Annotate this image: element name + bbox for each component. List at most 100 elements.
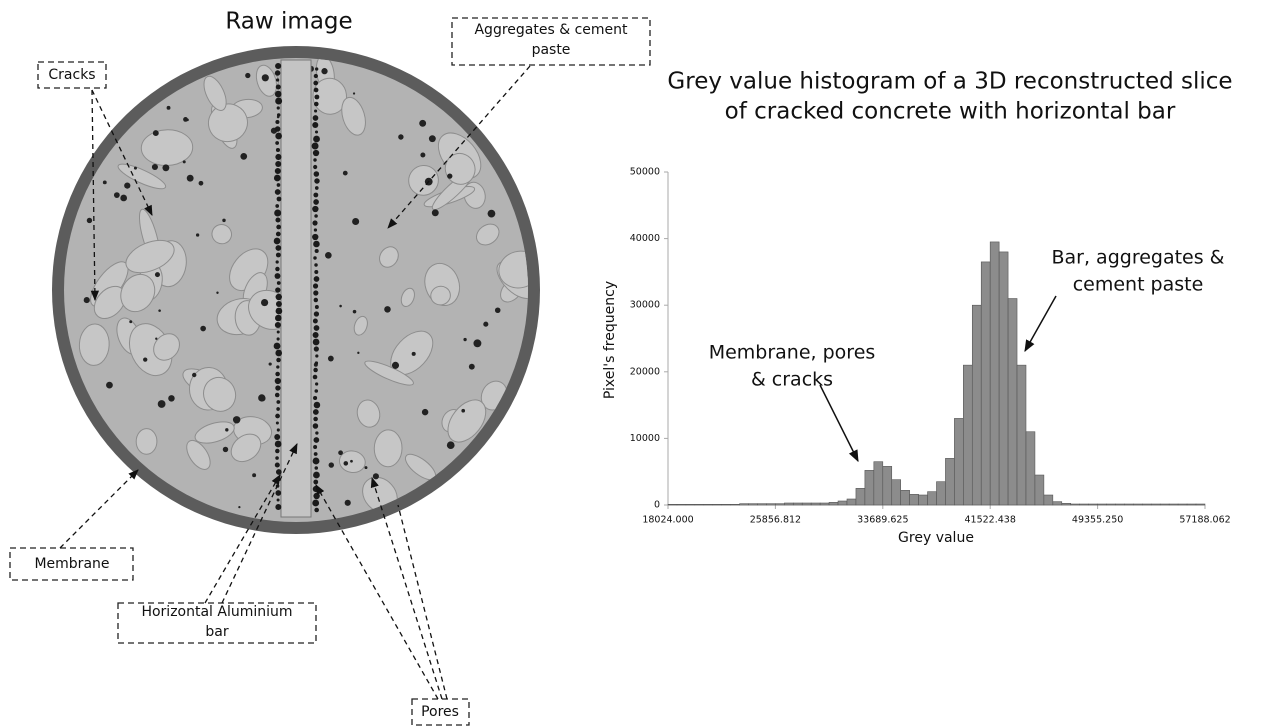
label-box <box>117 602 317 644</box>
pore <box>240 152 248 160</box>
pore <box>274 90 282 98</box>
pore <box>461 408 466 413</box>
aggregate <box>444 152 476 185</box>
x-tick-label: 41522.438 <box>965 515 1016 526</box>
x-tick-label: 25856.812 <box>750 515 801 526</box>
aggregate <box>153 333 180 361</box>
pore <box>431 209 439 217</box>
bar <box>936 481 946 506</box>
pore <box>447 173 453 179</box>
bar <box>685 504 696 506</box>
aggregate <box>498 250 528 289</box>
pore <box>343 461 349 466</box>
chart-annotation: cement paste <box>1073 274 1204 296</box>
bar <box>721 504 731 506</box>
pore <box>372 473 379 480</box>
pore <box>314 466 319 470</box>
pore <box>313 276 320 282</box>
aggregate <box>78 323 110 366</box>
pore <box>274 209 282 217</box>
bar <box>1079 503 1089 506</box>
chart-annotation: Bar, aggregates & <box>1051 247 1224 269</box>
pore <box>195 233 200 237</box>
pore <box>314 248 319 254</box>
pore <box>86 217 93 224</box>
pore <box>276 498 280 502</box>
aggregate <box>353 315 368 336</box>
pore <box>275 97 283 105</box>
pore <box>166 105 171 110</box>
pore <box>313 346 319 352</box>
bar <box>1142 503 1152 506</box>
pore <box>275 421 279 425</box>
pore <box>313 164 318 170</box>
pore <box>275 161 282 167</box>
arrow <box>819 384 859 463</box>
pore <box>420 152 426 158</box>
pore <box>314 214 318 218</box>
bar <box>792 502 803 506</box>
pore <box>313 240 320 248</box>
pore <box>275 266 280 272</box>
pore <box>275 293 282 301</box>
pore <box>186 174 194 182</box>
pore <box>494 307 501 314</box>
pore <box>222 446 229 453</box>
image-label: Membrane <box>34 556 109 572</box>
pore <box>384 306 391 313</box>
image-label: Aggregates & cement <box>474 22 628 38</box>
pore <box>325 252 332 259</box>
pore <box>275 385 281 391</box>
image-label: Cracks <box>48 67 95 83</box>
pore <box>312 338 320 346</box>
bar <box>1061 503 1072 506</box>
pore <box>275 141 280 145</box>
x-tick-label: 57188.062 <box>1179 515 1230 526</box>
pore <box>313 437 320 443</box>
bar <box>712 504 722 506</box>
pore <box>275 245 282 251</box>
bar <box>1070 503 1080 506</box>
pore <box>120 194 128 202</box>
pore <box>183 117 188 122</box>
pore <box>274 126 281 132</box>
aggregate <box>117 163 167 190</box>
pore <box>313 367 318 373</box>
pore <box>275 84 281 90</box>
pore <box>274 273 281 279</box>
pore <box>158 309 161 312</box>
pore <box>276 281 281 285</box>
pore <box>273 342 281 350</box>
chart-title: of cracked concrete with horizontal bar <box>725 99 1176 125</box>
arrow <box>370 477 443 700</box>
arrow <box>204 474 281 604</box>
pore <box>274 440 282 448</box>
pore <box>328 462 334 468</box>
bar <box>757 503 767 506</box>
pore <box>275 217 281 223</box>
pore <box>222 218 226 223</box>
pore <box>315 67 319 71</box>
pore <box>313 452 318 456</box>
bar <box>1016 364 1027 506</box>
pore <box>312 423 319 429</box>
image-label: Horizontal Aluminium <box>141 604 292 620</box>
pore <box>314 109 318 113</box>
pore <box>313 395 318 401</box>
pore <box>275 349 283 357</box>
pore <box>113 192 120 198</box>
pore <box>313 479 319 485</box>
bar <box>748 503 758 506</box>
pore <box>312 318 318 324</box>
pore <box>274 167 281 175</box>
pore <box>487 209 496 218</box>
pore <box>274 462 280 468</box>
bar <box>730 504 740 506</box>
pore <box>314 507 319 513</box>
bar <box>945 458 955 506</box>
pore <box>313 416 318 422</box>
pore <box>311 142 319 150</box>
pore <box>314 305 319 309</box>
label-box <box>9 547 134 581</box>
pore <box>168 395 175 402</box>
